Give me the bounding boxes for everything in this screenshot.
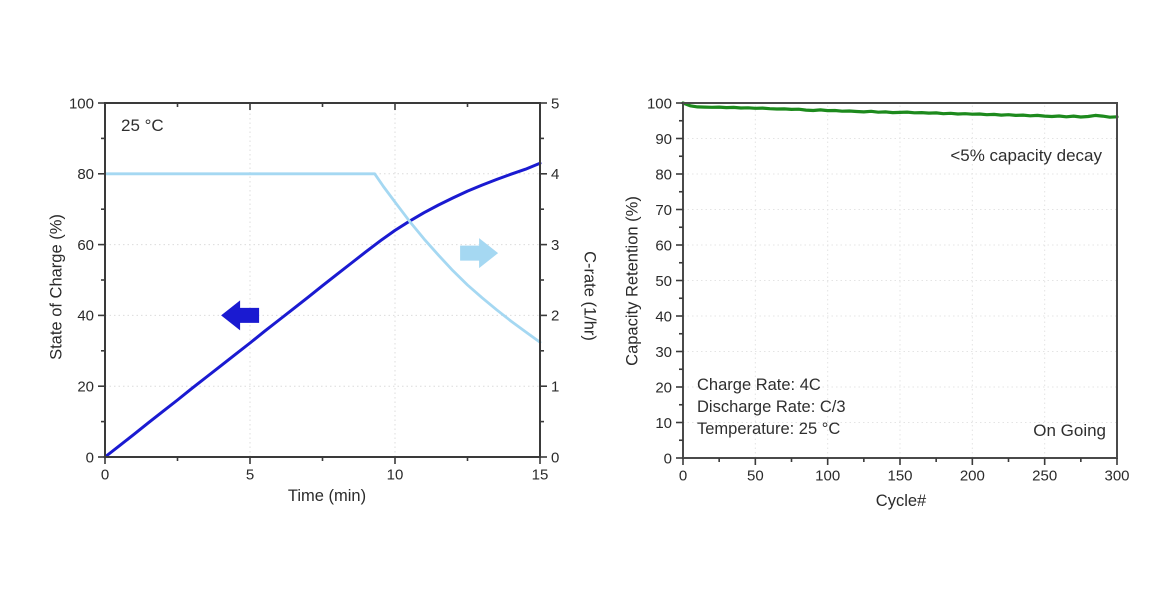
crate-arrow-icon — [460, 238, 499, 269]
tick-label: 20 — [655, 379, 672, 396]
charge-rate-annotation: Charge Rate: 4C — [697, 376, 821, 394]
tick-label: 80 — [77, 166, 94, 183]
cycling-chart: 0 50 100 150 200 250 300 0 10 20 30 40 50 60 70 80 90 100 — [647, 95, 1130, 484]
tick-label: 50 — [747, 467, 764, 484]
retention-line — [681, 101, 1119, 119]
crate-line — [103, 172, 542, 344]
retention-axis-label: Capacity Retention (%) — [623, 196, 642, 366]
tick-label: 100 — [647, 95, 672, 112]
tick-label: 0 — [664, 450, 672, 467]
tick-label: 20 — [77, 378, 94, 395]
tick-label: 40 — [77, 308, 94, 325]
time-axis-label: Time (min) — [287, 487, 367, 505]
cycle-axis-label: Cycle# — [875, 492, 927, 510]
crate-axis-label: C-rate (1/hr) — [580, 251, 599, 341]
tick-label: 0 — [101, 466, 109, 483]
tick-label: 100 — [69, 95, 94, 112]
tick-label: 5 — [246, 466, 254, 483]
tick-label: 3 — [551, 237, 559, 254]
tick-label: 0 — [679, 467, 687, 484]
tick-label: 4 — [551, 166, 559, 183]
tick-label: 70 — [655, 202, 672, 219]
ongoing-annotation: On Going — [1033, 421, 1106, 440]
soc-line — [103, 161, 542, 459]
tick-label: 150 — [887, 467, 912, 484]
tick-label: 300 — [1104, 467, 1129, 484]
soc-axis-label: State of Charge (%) — [47, 214, 66, 360]
tick-label: 2 — [551, 308, 559, 325]
tick-label: 40 — [655, 308, 672, 325]
tick-label: 100 — [815, 467, 840, 484]
capacity-decay-annotation: <5% capacity decay — [950, 146, 1102, 165]
tick-label: 200 — [960, 467, 985, 484]
discharge-rate-annotation: Discharge Rate: C/3 — [697, 398, 846, 416]
test-conditions: Charge Rate: 4C Discharge Rate: C/3 Temp… — [697, 374, 846, 440]
tick-label: 90 — [655, 131, 672, 148]
tick-label: 30 — [655, 344, 672, 361]
tick-label: 10 — [655, 415, 672, 432]
tick-label: 60 — [77, 237, 94, 254]
tick-label: 0 — [86, 449, 94, 466]
tick-label: 60 — [655, 237, 672, 254]
temperature-annotation: 25 °C — [121, 116, 164, 135]
soc-arrow-icon — [221, 300, 260, 331]
tick-label: 15 — [532, 466, 549, 483]
tick-label: 5 — [551, 95, 559, 112]
test-temperature-annotation: Temperature: 25 °C — [697, 420, 841, 438]
tick-label: 80 — [655, 166, 672, 183]
tick-label: 0 — [551, 449, 559, 466]
tick-label: 50 — [655, 273, 672, 290]
tick-label: 1 — [551, 378, 559, 395]
tick-label: 10 — [387, 466, 404, 483]
tick-label: 250 — [1032, 467, 1057, 484]
